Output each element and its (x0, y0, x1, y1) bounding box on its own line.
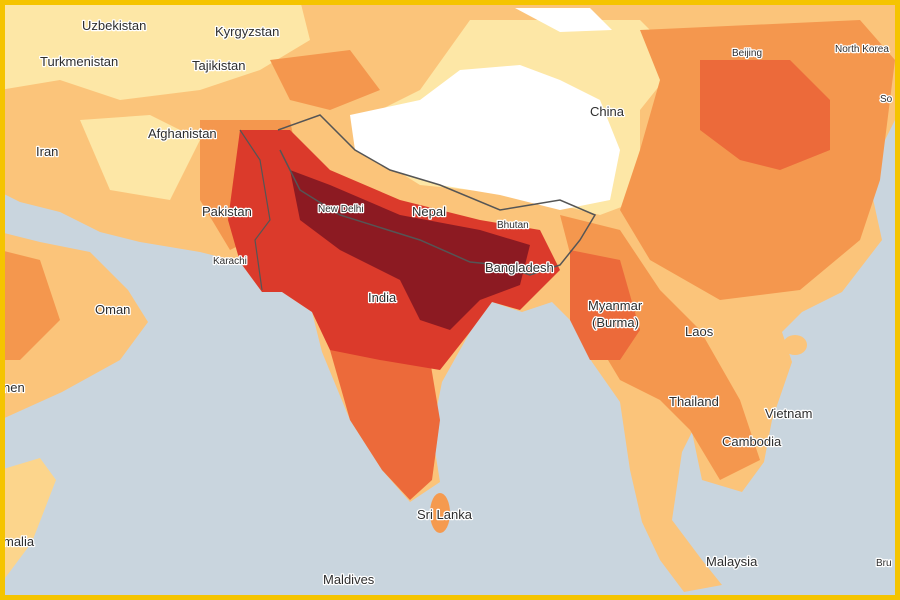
place-label: Afghanistan (148, 126, 217, 141)
orange-zone (270, 50, 380, 110)
place-label: Tajikistan (192, 58, 245, 73)
place-label: Sri Lanka (417, 507, 473, 522)
border (239, 129, 271, 291)
orange-zone (5, 251, 60, 360)
place-label: China (590, 104, 625, 119)
place-label: Myanmar (588, 298, 643, 313)
place-label: nen (5, 380, 25, 395)
border (277, 114, 597, 276)
place-label: New Delhi (318, 204, 364, 215)
place-label: Uzbekistan (82, 18, 146, 33)
place-label: (Burma) (592, 315, 639, 330)
place-label: Bangladesh (485, 260, 554, 275)
place-label: Maldives (323, 572, 375, 587)
red-zone (570, 250, 640, 360)
map: Uzbekistan Kyrgyzstan Turkmenistan Tajikist… (5, 5, 895, 595)
hainan (783, 335, 807, 355)
place-label: Kyrgyzstan (215, 24, 279, 39)
dark-red-zone (290, 170, 530, 330)
place-label: Cambodia (722, 434, 782, 449)
place-label: Laos (685, 324, 714, 339)
place-label: India (368, 290, 397, 305)
place-label: Beijing (732, 48, 762, 59)
africa (5, 458, 56, 579)
place-label: Pakistan (202, 204, 252, 219)
no-data-zone (515, 8, 612, 32)
place-label: Bru (876, 558, 892, 569)
place-label: Turkmenistan (40, 54, 118, 69)
place-label: Bhutan (497, 220, 529, 231)
place-label: Malaysia (706, 554, 758, 569)
place-label: North Korea (835, 44, 889, 55)
no-data-zone (350, 65, 620, 210)
place-label: Oman (95, 302, 130, 317)
red-zone (330, 340, 440, 500)
place-label: Iran (36, 144, 58, 159)
place-label: So (880, 94, 893, 105)
place-label: Vietnam (765, 406, 812, 421)
sri-lanka (430, 493, 450, 533)
pale-zone (80, 115, 200, 200)
place-label: Karachi (213, 256, 247, 267)
red-zone (700, 60, 830, 170)
place-label: Thailand (669, 394, 719, 409)
place-label: malia (5, 534, 35, 549)
place-label: Nepal (412, 204, 446, 219)
pale-zone (5, 5, 310, 100)
